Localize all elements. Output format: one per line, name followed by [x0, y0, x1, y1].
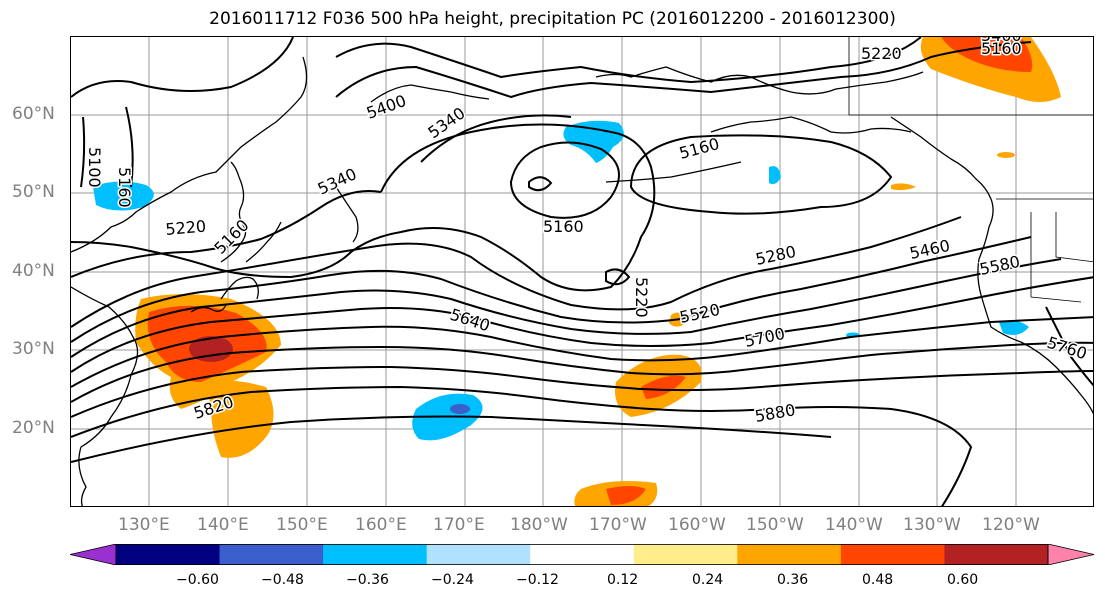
contour-label: 5580 — [978, 252, 1022, 279]
height-contours — [71, 37, 1093, 506]
lat-label-60n: 60°N — [12, 104, 55, 124]
contour-label: 5220 — [632, 277, 651, 318]
colorbar-bin — [737, 544, 842, 565]
lon-label: 160°E — [355, 515, 407, 535]
colorbar-bin — [944, 544, 1049, 565]
contour-label: 5880 — [753, 400, 796, 426]
contour-label: 5520 — [678, 300, 722, 327]
lat-label-50n: 50°N — [12, 182, 55, 202]
lon-label: 160°W — [668, 515, 726, 535]
colorbar — [70, 544, 1095, 565]
lon-label: 140°W — [825, 515, 883, 535]
contour-label: 5460 — [908, 236, 952, 263]
colorbar-bin — [219, 544, 324, 565]
lat-label-20n: 20°N — [12, 418, 55, 438]
colorbar-tick: 0.12 — [607, 572, 639, 588]
contour-label: 5220 — [861, 44, 902, 63]
colorbar-tick: −0.36 — [346, 572, 389, 588]
colorbar-extend-high — [1047, 544, 1095, 565]
contour-label: 5340 — [424, 103, 468, 142]
contour-label: 5160 — [115, 167, 134, 208]
colorbar-tick: 0.36 — [777, 572, 809, 588]
contour-label: 5400 — [981, 37, 1022, 45]
colorbar-bin — [840, 544, 945, 565]
contour-label: 5100 — [85, 147, 104, 188]
contour-label: 5760 — [1045, 333, 1090, 364]
colorbar-tick: −0.12 — [516, 572, 559, 588]
precip-shading — [93, 37, 1061, 506]
lon-label: 150°W — [746, 515, 804, 535]
lon-label: 120°W — [982, 515, 1040, 535]
colorbar-bin — [116, 544, 221, 565]
contour-label: 5160 — [981, 39, 1022, 58]
colorbar-bin — [426, 544, 531, 565]
lon-label: 130°E — [118, 515, 170, 535]
map-panel: 5100 5160 5400 5340 5340 5220 5160 5160 5160 5220… — [70, 36, 1094, 507]
lon-label: 140°E — [197, 515, 249, 535]
lon-label: 130°W — [903, 515, 961, 535]
lon-label: 150°E — [276, 515, 328, 535]
colorbar-frame — [115, 544, 1049, 565]
contour-label: 5160 — [210, 216, 252, 258]
colorbar-tick: 0.48 — [862, 572, 894, 588]
colorbar-bin — [633, 544, 738, 565]
borders — [848, 37, 1093, 303]
contour-label: 5220 — [165, 217, 207, 239]
colorbar-tick: −0.48 — [261, 572, 304, 588]
lon-label: 180°W — [510, 515, 568, 535]
colorbar-tick: −0.24 — [431, 572, 474, 588]
colorbar-tick: 0.24 — [692, 572, 724, 588]
lon-label: 170°W — [589, 515, 647, 535]
colorbar-bin — [530, 544, 635, 565]
lat-label-40n: 40°N — [12, 261, 55, 281]
colorbar-extend-low — [70, 544, 117, 565]
map-title: 2016011712 F036 500 hPa height, precipit… — [209, 9, 896, 29]
lat-label-30n: 30°N — [12, 339, 55, 359]
lon-label: 170°E — [433, 515, 485, 535]
colorbar-bin — [323, 544, 428, 565]
colorbar-tick: −0.60 — [176, 572, 219, 588]
contour-label: 5160 — [543, 217, 584, 236]
colorbar-tick: 0.60 — [947, 572, 979, 588]
